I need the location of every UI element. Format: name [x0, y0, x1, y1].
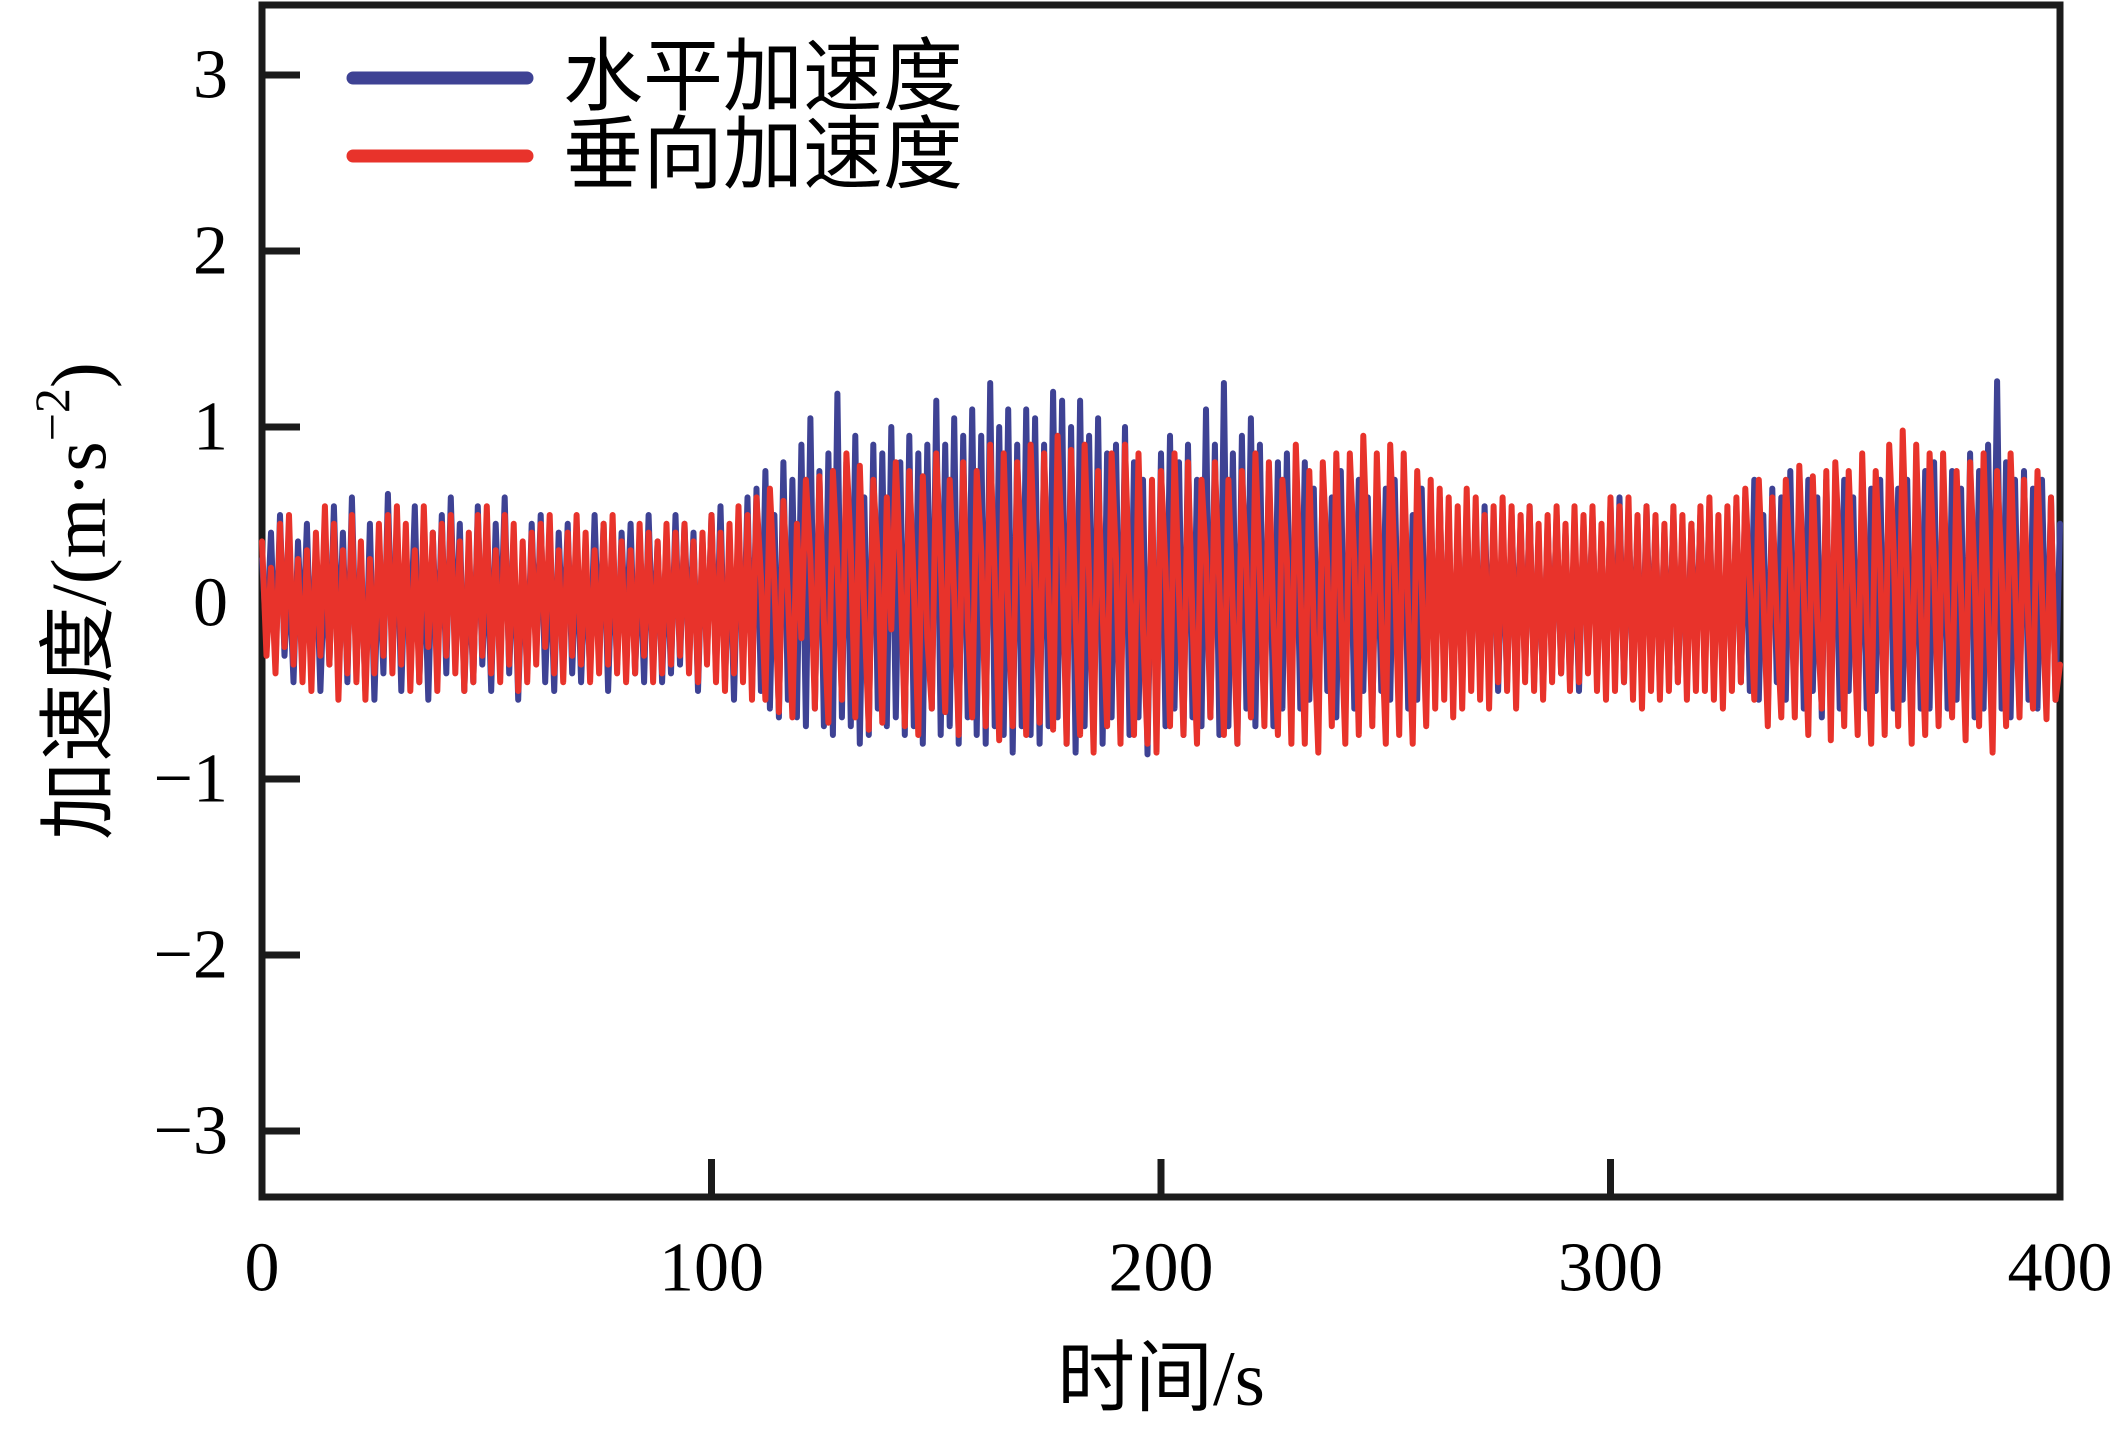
x-tick-label: 100 — [659, 1230, 764, 1307]
y-axis-label-superscript: −2 — [24, 388, 80, 441]
vertical-acceleration-trace — [259, 427, 2063, 756]
y-tick-label: −2 — [154, 917, 228, 994]
y-axis-label-suffix: ) — [35, 362, 122, 388]
axis-ticks: 0 100 200 300 400 3 2 1 0 −1 −2 −3 — [154, 37, 2113, 1307]
x-axis-label: 时间/s — [1057, 1335, 1265, 1422]
legend: 水平加速度 垂向加速度 — [346, 34, 963, 200]
x-tick-label: 400 — [2008, 1230, 2113, 1307]
y-tick-label: 1 — [193, 389, 228, 466]
x-tick-label: 300 — [1558, 1230, 1663, 1307]
y-axis-label-prefix: 加速度/(m·s — [35, 441, 122, 840]
y-tick-label: 2 — [193, 213, 228, 290]
legend-label-vertical-acceleration: 垂向加速度 — [563, 112, 963, 200]
y-axis-label: 加速度/(m·s−2) — [24, 362, 122, 840]
y-tick-label: −1 — [154, 741, 228, 818]
legend-label-horizontal-acceleration: 水平加速度 — [563, 34, 963, 122]
x-tick-label: 0 — [245, 1230, 280, 1307]
y-tick-label: 0 — [193, 565, 228, 642]
y-tick-label: 3 — [193, 37, 228, 114]
x-tick-label: 200 — [1109, 1230, 1214, 1307]
data-series — [259, 378, 2063, 758]
y-tick-label: −3 — [154, 1093, 228, 1170]
